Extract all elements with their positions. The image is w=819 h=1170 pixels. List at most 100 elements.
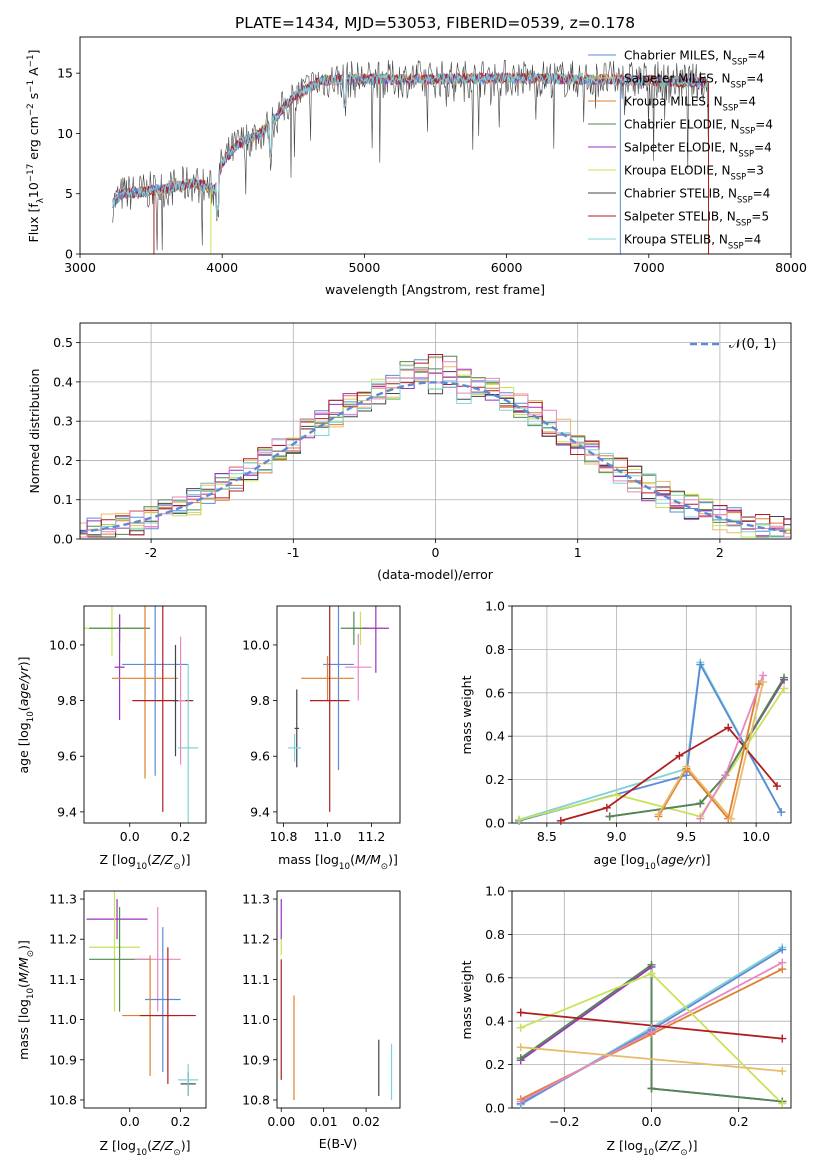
- y-tick-label: 0: [65, 247, 73, 262]
- y-tick-label: 10.8: [242, 1092, 270, 1107]
- x-tick-label: 0.2: [171, 1114, 191, 1129]
- histogram-step: [80, 355, 791, 538]
- legend-entry: Chabrier ELODIE, NSSP=4: [624, 118, 773, 136]
- legend-entry: Salpeter STELIB, NSSP=5: [624, 210, 769, 228]
- x-tick-label: 0.0: [120, 829, 140, 844]
- axes-frame: [79, 322, 792, 540]
- y-tick-label: 5: [65, 186, 73, 201]
- weight-line: [657, 681, 764, 821]
- y-tick-label: 0.0: [485, 816, 505, 831]
- histogram-step: [80, 368, 791, 538]
- x-axis-label: (data-model)/error: [377, 567, 494, 582]
- spectrum-panel: 3000 4000 5000 6000 7000 8000 0 5 10 15 wavelength…: [26, 36, 807, 297]
- x-axis-label: Z [log10(Z/Z⊙)]: [100, 852, 191, 872]
- y-tick-label: 15: [57, 66, 73, 81]
- weight-vs-age-panel: 8.5 9.0 9.5 10.0 0.0 0.2 0.4 0.6 0.8 1.0 age [log1…: [459, 599, 792, 872]
- spectrum-line: [112, 71, 709, 218]
- x-tick-label: 9.0: [607, 829, 627, 844]
- x-tick-label: -2: [145, 545, 157, 560]
- axes-frame: [83, 605, 207, 824]
- y-axis-label: Normed distribution: [27, 369, 42, 494]
- age-vs-mass-panel: 10.8 11.0 11.2 9.4 9.6 9.8 10.0 mass [log10(M/M…: [242, 605, 401, 872]
- y-axis-label: mass weight: [459, 960, 474, 1039]
- plot-area: [280, 899, 393, 1100]
- histogram-step: [80, 356, 791, 538]
- y-axis-label: mass [log10(M/M⊙)]: [16, 940, 36, 1060]
- x-tick-label: 0.2: [171, 829, 191, 844]
- y-tick-label: 0.8: [485, 642, 505, 657]
- x-tick-label: 0.02: [352, 1114, 380, 1129]
- spectrum-line: [112, 72, 709, 217]
- x-tick-label: -1: [287, 545, 299, 560]
- x-tick-label: 0.0: [120, 1114, 140, 1129]
- plot-area: [287, 606, 390, 812]
- plot-area: [518, 659, 785, 822]
- y-tick-label: 0.2: [485, 772, 505, 787]
- x-tick-label: −0.2: [549, 1114, 579, 1129]
- y-tick-label: 0.2: [53, 453, 73, 468]
- y-tick-label: 11.0: [242, 1012, 270, 1027]
- weight-vs-metallicity-panel: −0.2 0.0 0.2 0.0 0.2 0.4 0.6 0.8 1.0 Z [log10(Z/Z…: [459, 884, 792, 1158]
- plot-area: [80, 354, 791, 538]
- x-tick-label: 11.0: [314, 829, 342, 844]
- x-tick-label: 9.5: [676, 829, 696, 844]
- legend-entry: Kroupa MILES, NSSP=4: [624, 95, 756, 113]
- histogram-step: [80, 371, 791, 538]
- weight-line: [609, 679, 785, 818]
- gaussian-curve: [80, 381, 791, 534]
- y-tick-label: 10.9: [49, 1052, 77, 1067]
- spectrum-line: [112, 71, 709, 218]
- legend-entry: 𝒩(0, 1): [729, 337, 776, 352]
- y-tick-label: 0.3: [53, 414, 73, 429]
- plot-area: [86, 891, 199, 1096]
- x-axis-label: mass [log10(M/M⊙)]: [278, 852, 398, 872]
- y-tick-label: 0.0: [485, 1101, 505, 1116]
- axes-frame: [276, 890, 401, 1109]
- legend-entry: Kroupa STELIB, NSSP=4: [624, 233, 761, 251]
- y-tick-label: 11.0: [49, 1012, 77, 1027]
- spectrum-line: [112, 71, 709, 217]
- x-tick-label: 6000: [491, 260, 523, 275]
- mass-vs-metallicity-panel: 0.0 0.2 10.8 10.9 11.0 11.1 11.2 11.3 Z [log10(Z…: [16, 890, 207, 1158]
- spectrum-line: [112, 59, 709, 251]
- y-tick-label: 11.3: [242, 892, 270, 907]
- y-tick-label: 0.8: [485, 927, 505, 942]
- y-tick-label: 0.6: [485, 970, 505, 985]
- weight-line: [657, 683, 760, 821]
- y-tick-label: 9.8: [57, 693, 77, 708]
- x-tick-label: 3000: [64, 260, 96, 275]
- y-tick-label: 0.4: [485, 729, 505, 744]
- x-tick-label: 0.01: [310, 1114, 338, 1129]
- x-tick-label: 0.2: [729, 1114, 749, 1129]
- y-tick-label: 9.8: [250, 693, 270, 708]
- x-tick-label: 2: [716, 545, 724, 560]
- figure-title: PLATE=1434, MJD=53053, FIBERID=0539, z=0…: [235, 14, 635, 32]
- age-vs-metallicity-panel: 0.0 0.2 9.4 9.6 9.8 10.0 Z [log10(Z/Z⊙)] age [l…: [16, 605, 207, 872]
- mass-vs-ebv-panel: 0.00 0.01 0.02 10.8 10.9 11.0 11.1 11.2 11.3 E(B-…: [242, 890, 401, 1151]
- x-tick-label: 10.8: [270, 829, 298, 844]
- y-tick-label: 9.6: [57, 749, 77, 764]
- x-tick-label: 0.0: [642, 1114, 662, 1129]
- axes-frame: [79, 36, 792, 255]
- legend-entry: Kroupa ELODIE, NSSP=3: [624, 164, 764, 182]
- legend-entry: Salpeter ELODIE, NSSP=4: [624, 141, 772, 159]
- x-tick-label: 4000: [206, 260, 238, 275]
- x-axis-label: Z [log10(Z/Z⊙)]: [607, 1138, 698, 1158]
- legend-entry: Salpeter MILES, NSSP=4: [624, 72, 764, 90]
- y-tick-label: 0.4: [53, 374, 73, 389]
- x-tick-label: 7000: [633, 260, 665, 275]
- plot-area: [84, 606, 199, 823]
- x-tick-label: 8000: [775, 260, 807, 275]
- y-tick-label: 0.0: [53, 532, 73, 547]
- weight-line: [518, 688, 785, 821]
- y-tick-label: 11.2: [242, 932, 270, 947]
- y-tick-label: 11.3: [49, 892, 77, 907]
- x-tick-label: 8.5: [537, 829, 557, 844]
- legend-entry: Chabrier MILES, NSSP=4: [624, 49, 765, 67]
- x-axis-label: E(B-V): [319, 1136, 358, 1151]
- legend-entry: Chabrier STELIB, NSSP=4: [624, 187, 770, 205]
- axes-frame: [83, 890, 207, 1109]
- axes-frame: [276, 605, 401, 824]
- y-tick-label: 10.0: [49, 637, 77, 652]
